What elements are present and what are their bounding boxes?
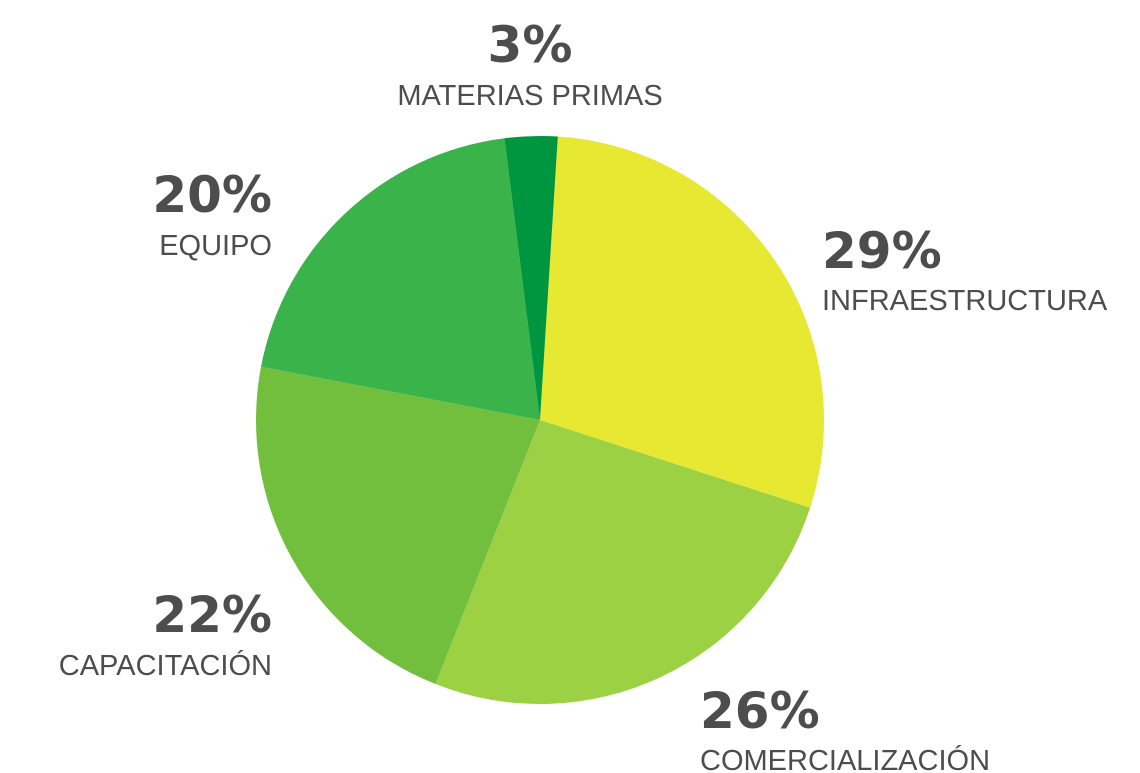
category-label: INFRAESTRUCTURA <box>822 285 1108 317</box>
value-label: 29% <box>822 222 942 280</box>
pie-slice <box>261 138 540 420</box>
pie-slice <box>435 420 811 705</box>
category-label: EQUIPO <box>159 230 272 262</box>
category-label: MATERIAS PRIMAS <box>397 80 662 112</box>
value-label: 3% <box>488 16 573 74</box>
pie-slice <box>504 136 558 420</box>
category-label: COMERCIALIZACIÓN <box>700 744 990 773</box>
value-label: 20% <box>152 166 272 224</box>
category-label: CAPACITACIÓN <box>59 649 272 682</box>
pie-slice <box>256 366 540 685</box>
value-label: 26% <box>700 682 820 740</box>
pie-slice <box>540 136 824 508</box>
value-label: 22% <box>152 586 272 644</box>
